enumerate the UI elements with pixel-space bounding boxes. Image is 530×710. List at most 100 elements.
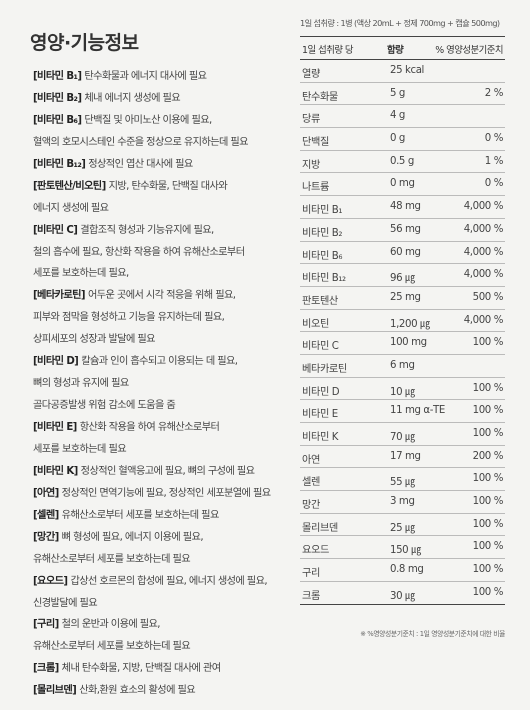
nutrient-name: 베타카로틴 <box>302 363 347 375</box>
nutrient-amount: 100 mg <box>390 337 427 349</box>
nutrient-percent: 100 % <box>472 496 504 508</box>
table-row: 당류 4 g <box>300 105 505 129</box>
nutrient-percent: 100 % <box>472 382 504 394</box>
nutrient-name: 단백질 <box>302 137 329 149</box>
functional-line: 혈액의 호모시스테인 수준을 정상으로 유지하는데 필요 <box>33 132 288 154</box>
nutrient-tag: [비타민 D] <box>33 356 79 368</box>
table-row: 탄수화물 5 g 2 % <box>300 83 505 106</box>
functional-text: 정상적인 엽산 대사에 필요 <box>88 158 193 170</box>
nutrient-amount: 25 mg <box>390 291 421 303</box>
nutrient-amount: 11 mg α-TE <box>390 405 445 417</box>
nutrient-tag: [비타민 C] <box>33 224 78 236</box>
functional-text: 신경발달에 필요 <box>33 597 98 609</box>
nutrient-name: 요오드 <box>302 545 329 557</box>
nutrient-tag: [몰리브덴] <box>33 685 77 697</box>
header-daily-value: % 영양성분기준치 <box>435 45 503 56</box>
nutrient-amount: 4 g <box>390 110 405 122</box>
functional-line: 피부와 점막을 형성하고 기능을 유지하는데 필요, <box>33 307 288 329</box>
nutrient-amount: 60 mg <box>390 246 421 258</box>
functional-line: 세포를 보호하는데 필요, <box>33 263 288 285</box>
table-row: 베타카로틴 6 mg <box>300 355 505 378</box>
nutrient-name: 비타민 E <box>302 409 338 421</box>
nutrient-amount: 17 mg <box>390 450 421 462</box>
nutrient-tag: [비타민 B₂] <box>33 92 82 104</box>
functional-text: 피부와 점막을 형성하고 기능을 유지하는데 필요, <box>33 312 225 324</box>
nutrient-percent: 100 % <box>472 428 504 439</box>
nutrient-percent: 2 % <box>484 87 504 99</box>
functional-line: [비타민 D] 칼슘과 인이 흡수되고 이용되는 데 필요, <box>33 351 288 373</box>
functional-line: [비타민 K] 정상적인 혈액응고에 필요, 뼈의 구성에 필요 <box>33 461 288 483</box>
functional-line: 신경발달에 필요 <box>33 593 288 615</box>
nutrient-amount: 5 g <box>390 87 405 99</box>
functional-line: [비타민 B₁₂] 정상적인 엽산 대사에 필요 <box>33 154 288 176</box>
functional-text: 갑상선 호르몬의 합성에 필요, 에너지 생성에 필요, <box>70 575 267 587</box>
nutrient-name: 비오틴 <box>302 318 329 330</box>
functional-line: [비타민 B₂] 체내 에너지 생성에 필요 <box>33 88 288 110</box>
nutrient-name: 비타민 C <box>302 341 339 353</box>
functional-line: 유해산소로부터 세포를 보호하는데 필요 <box>33 549 288 571</box>
nutrient-amount: 48 mg <box>390 201 421 213</box>
nutrient-percent: 1 % <box>484 155 504 167</box>
nutrient-tag: [베타카로틴] <box>33 290 86 302</box>
nutrient-amount: 1,200 ㎍ <box>390 318 430 330</box>
table-row: 아연 17 mg 200 % <box>300 446 505 469</box>
nutrient-name: 비타민 K <box>302 432 339 443</box>
functional-line: [비타민 B₁] 탄수화물과 에너지 대사에 필요 <box>33 66 288 88</box>
nutrient-tag: [셀렌] <box>33 509 59 521</box>
nutrient-name: 아연 <box>302 454 320 466</box>
functional-text: 탄수화물과 에너지 대사에 필요 <box>84 71 207 82</box>
functional-text: 정상적인 혈액응고에 필요, 뼈의 구성에 필요 <box>80 465 255 477</box>
table-row: 비타민 C 100 mg 100 % <box>300 332 505 355</box>
functional-text: 체내 탄수화물, 지방, 단백질 대사에 관여 <box>61 663 221 675</box>
nutrient-tag: [판토텐산/비오틴] <box>33 180 106 192</box>
nutrient-percent: 100 % <box>472 405 504 417</box>
table-row: 단백질 0 g 0 % <box>300 128 505 151</box>
nutrient-amount: 25 ㎍ <box>390 522 415 534</box>
nutrient-tag: [비타민 B₁₂] <box>33 158 86 170</box>
nutrient-amount: 55 ㎍ <box>390 477 415 489</box>
table-row: 크롬 30 ㎍ 100 % <box>300 582 505 605</box>
nutrient-name: 크롬 <box>302 590 320 602</box>
nutrient-amount: 96 ㎍ <box>390 273 415 285</box>
nutrient-percent: 100 % <box>472 586 504 598</box>
nutrient-percent: 100 % <box>472 473 504 485</box>
functional-text: 철의 흡수에 필요, 항산화 작용을 하여 유해산소로부터 <box>33 246 245 258</box>
table-row: 판토텐산 25 mg 500 % <box>300 287 505 310</box>
functional-text: 골다공증발생 위험 감소에 도움을 줌 <box>33 400 176 412</box>
functional-line: [비타민 B₆] 단백질 및 아미노산 이용에 필요, <box>33 110 288 132</box>
nutrient-tag: [망간] <box>33 531 59 543</box>
table-row: 비타민 E 11 mg α-TE 100 % <box>300 400 505 423</box>
functional-line: 뼈의 형성과 유지에 필요 <box>33 373 288 395</box>
nutrient-amount: 0.5 g <box>390 155 414 167</box>
nutrient-tag: [요오드] <box>33 575 68 587</box>
nutrient-percent: 4,000 % <box>463 223 504 235</box>
header-amount: 함량 <box>387 45 404 56</box>
functional-text: 유해산소로부터 세포를 보호하는데 필요 <box>61 509 220 521</box>
table-row: 셀렌 55 ㎍ 100 % <box>300 468 505 492</box>
table-row: 비타민 D 10 ㎍ 100 % <box>300 378 505 401</box>
nutrient-percent: 0 % <box>484 178 504 190</box>
nutrient-name: 탄수화물 <box>302 91 338 103</box>
functional-line: [몰리브덴] 산화,환원 효소의 활성에 필요 <box>33 680 288 702</box>
functional-line: [구리] 철의 운반과 이용에 필요, <box>33 614 288 636</box>
functional-text: 지방, 탄수화물, 단백질 대사와 <box>108 180 228 192</box>
nutrient-name: 나트륨 <box>302 182 329 194</box>
table-row: 열량 25 kcal <box>300 60 505 83</box>
nutrient-name: 비타민 B₁ <box>302 205 343 217</box>
nutrient-name: 망간 <box>302 500 320 512</box>
nutrient-percent: 100 % <box>472 337 504 349</box>
functional-line: [아연] 정상적인 면역기능에 필요, 정상적인 세포분열에 필요 <box>33 483 288 505</box>
functional-text: 산화,환원 효소의 활성에 필요 <box>79 685 196 697</box>
functional-text: 단백질 및 아미노산 이용에 필요, <box>84 114 212 126</box>
nutrient-percent: 0 % <box>484 133 504 145</box>
functional-text: 항산화 작용을 하여 유해산소로부터 <box>79 422 220 433</box>
table-row: 나트륨 0 mg 0 % <box>300 173 505 197</box>
nutrient-percent: 100 % <box>472 518 504 530</box>
nutrient-amount: 0 g <box>390 133 405 145</box>
nutrient-name: 셀렌 <box>302 477 320 489</box>
functional-line: 철의 흡수에 필요, 항산화 작용을 하여 유해산소로부터 <box>33 242 288 264</box>
functional-text: 결합조직 형성과 기능유지에 필요, <box>80 224 214 236</box>
functional-text: 철의 운반과 이용에 필요, <box>61 619 161 631</box>
nutrient-percent: 4,000 % <box>463 246 504 258</box>
functional-line: 에너지 생성에 필요 <box>33 198 288 220</box>
